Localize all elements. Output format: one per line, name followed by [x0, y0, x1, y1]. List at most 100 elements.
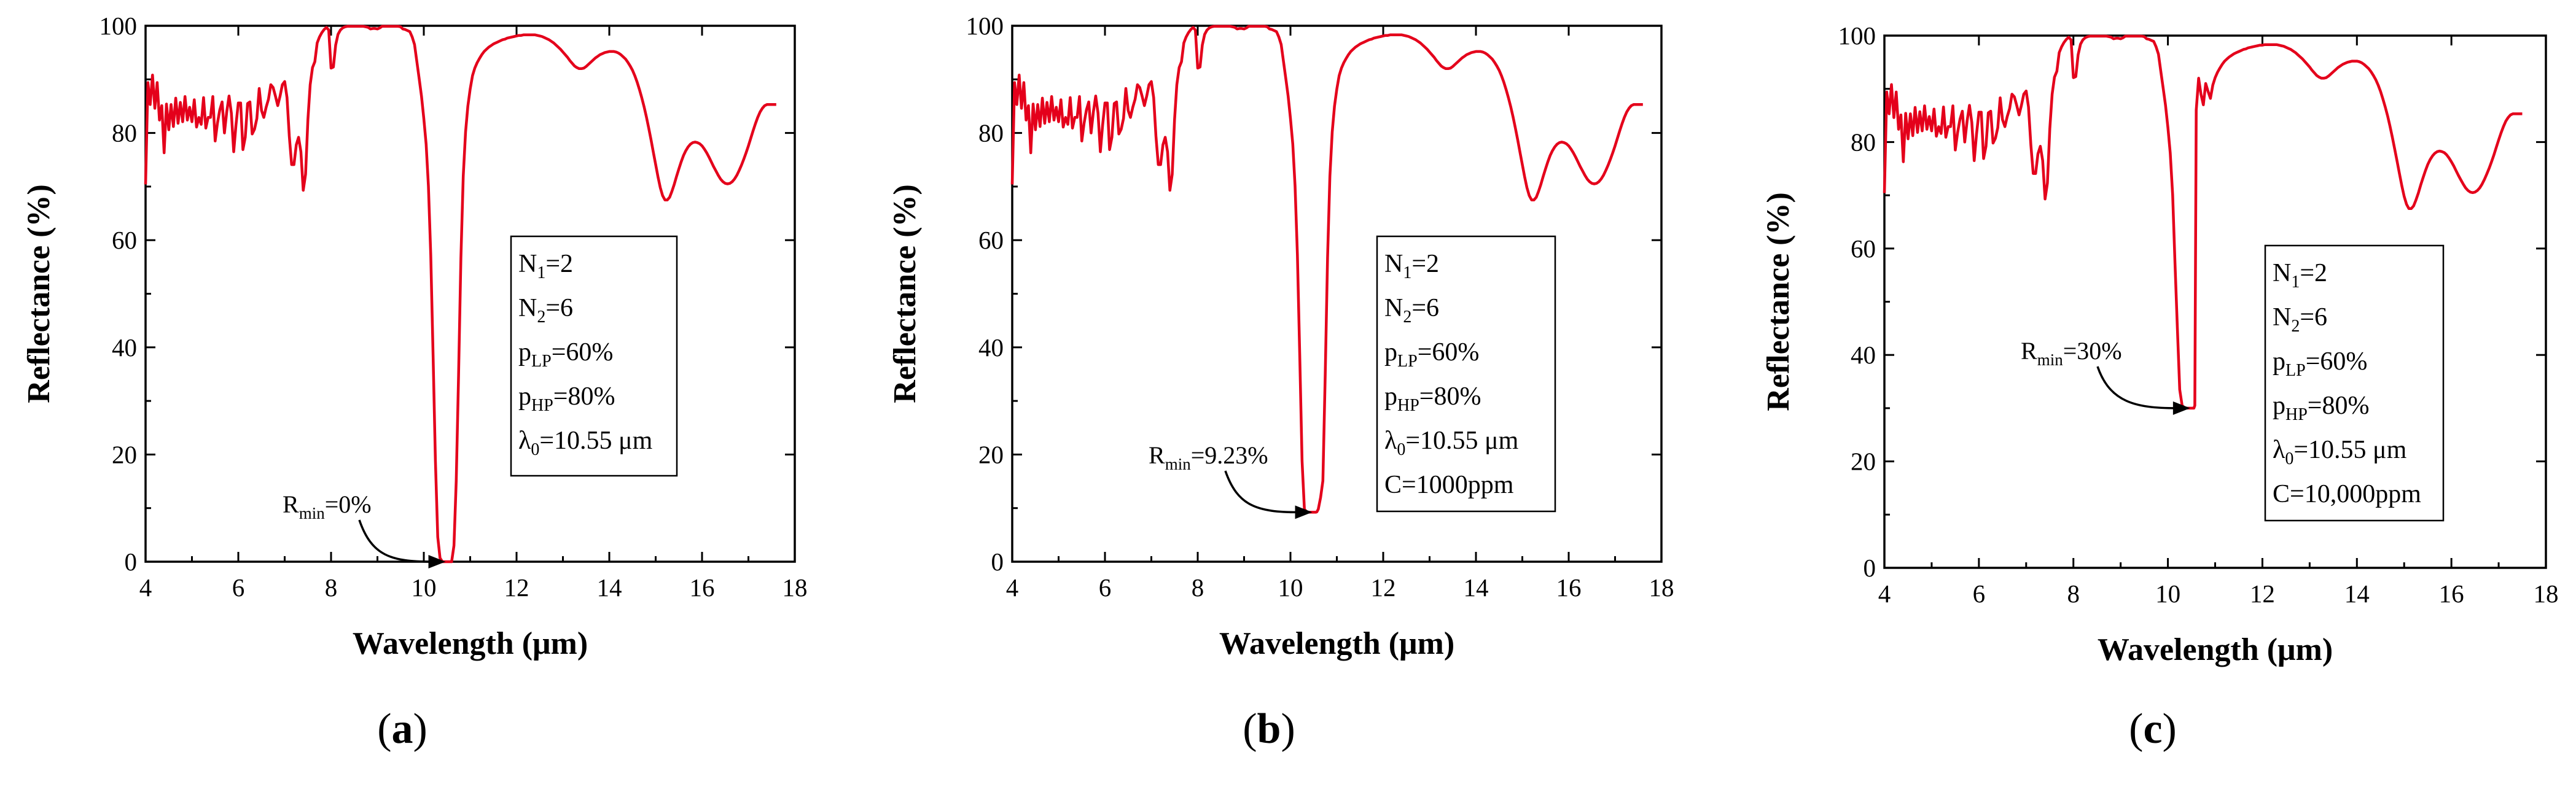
legend-entry-subscript: LP: [2285, 361, 2306, 380]
y-tick-label: 100: [100, 12, 138, 40]
legend-entry-symbol: p: [2273, 347, 2285, 376]
plot-area-frame: [144, 25, 796, 563]
x-tick-label: 4: [139, 573, 152, 602]
rmin-arrow-head: [2172, 401, 2190, 415]
legend-entry-subscript: 0: [531, 440, 539, 459]
legend-entry-value: =6: [1411, 294, 1439, 322]
x-tick-label: 18: [1649, 573, 1674, 602]
legend-entry-symbol: p: [518, 338, 531, 366]
legend-entry-subscript: 1: [537, 263, 545, 282]
y-tick-label: 40: [978, 333, 1004, 362]
legend-entry: λ0=10.55 μm: [1384, 427, 1519, 459]
parameter-legend-box: [2264, 244, 2445, 522]
legend-entry: pLP=60%: [2273, 347, 2367, 380]
legend-entry-value: =60%: [552, 338, 614, 366]
legend-entry: λ0=10.55 μm: [518, 427, 653, 459]
y-tick-label: 60: [1851, 235, 1876, 263]
x-axis-label: Wavelength (μm): [2098, 632, 2333, 667]
rmin-arrow-head: [428, 555, 446, 568]
x-tick-label: 10: [412, 573, 437, 602]
x-tick-label: 8: [325, 573, 338, 602]
legend-entry-symbol: N: [2273, 303, 2291, 331]
legend-entry-subscript: LP: [1397, 352, 1418, 371]
x-axis-label: Wavelength (μm): [1219, 626, 1454, 661]
legend-entry-subscript: 2: [1403, 308, 1411, 327]
legend-entry-symbol: λ: [2273, 436, 2285, 464]
legend-entry-subscript: HP: [531, 396, 553, 415]
legend-entry: C=1000ppm: [1384, 471, 1514, 499]
legend-entry-subscript: 0: [2285, 449, 2293, 468]
legend-entry: λ0=10.55 μm: [2273, 436, 2407, 468]
panel-label-open-paren: (: [1243, 705, 1257, 753]
y-tick-label: 80: [978, 119, 1004, 147]
legend-entry-symbol: N: [518, 294, 537, 322]
plot-area-frame: [1883, 34, 2547, 569]
rmin-subscript: min: [299, 504, 326, 522]
y-tick-label: 20: [1851, 448, 1876, 476]
legend-entry: N2=6: [2273, 303, 2327, 336]
y-tick-label: 100: [1838, 21, 1876, 50]
legend-entry-symbol: λ: [1384, 427, 1397, 455]
y-axis-label: Reflectance (%): [1761, 192, 1796, 411]
rmin-annotation-label: Rmin=0%: [283, 490, 372, 522]
x-tick-label: 14: [1464, 573, 1489, 602]
x-tick-label: 6: [232, 573, 245, 602]
x-tick-label: 14: [2344, 580, 2370, 608]
y-tick-label: 0: [991, 548, 1004, 576]
rmin-symbol: R: [1149, 441, 1165, 469]
legend-entry-symbol: C=10,000ppm: [2273, 480, 2421, 508]
legend-entry-subscript: LP: [531, 352, 552, 371]
panel-label-open-paren: (: [377, 705, 391, 753]
parameter-legend-box: [1376, 235, 1556, 513]
legend-entry-symbol: N: [1384, 294, 1403, 322]
legend-entry-subscript: 0: [1397, 440, 1405, 459]
x-tick-label: 12: [2250, 580, 2275, 608]
legend-entry-subscript: HP: [1397, 396, 1419, 415]
y-tick-label: 0: [125, 548, 138, 576]
rmin-value: =0%: [325, 490, 372, 518]
rmin-annotation-label: Rmin=9.23%: [1149, 441, 1268, 473]
legend-entry-value: =2: [545, 250, 573, 278]
x-tick-label: 8: [2067, 580, 2080, 608]
x-tick-label: 4: [1006, 573, 1019, 602]
legend-entry-value: =10.55 μm: [2293, 436, 2406, 464]
legend-entry-value: =2: [2300, 259, 2327, 287]
rmin-subscript: min: [2037, 351, 2064, 369]
legend-entry: N1=2: [518, 250, 573, 282]
legend-entry-value: =10.55 μm: [539, 427, 652, 455]
x-axis-label: Wavelength (μm): [353, 626, 588, 661]
legend-entry-symbol: p: [1384, 382, 1397, 411]
y-tick-label: 40: [112, 333, 137, 362]
y-tick-label: 20: [978, 440, 1004, 468]
legend-entry-symbol: p: [2273, 392, 2285, 420]
x-tick-label: 10: [1278, 573, 1303, 602]
panel-label-open-paren: (: [2129, 705, 2143, 753]
x-tick-label: 6: [1973, 580, 1986, 608]
x-tick-label: 12: [1371, 573, 1396, 602]
legend-entry-subscript: 1: [2291, 273, 2300, 292]
legend-entry-symbol: C=1000ppm: [1384, 471, 1514, 499]
x-tick-label: 18: [2534, 580, 2559, 608]
legend-entry: C=10,000ppm: [2273, 480, 2421, 508]
legend-entry-value: =6: [545, 294, 573, 322]
legend-entry: pLP=60%: [1384, 338, 1479, 371]
y-tick-label: 100: [966, 12, 1004, 40]
legend-entry-symbol: λ: [518, 427, 531, 455]
legend-entry-value: =80%: [2308, 392, 2370, 420]
legend-entry-value: =80%: [553, 382, 615, 411]
rmin-arrow-head: [1295, 505, 1313, 519]
rmin-annotation-label: Rmin=30%: [2021, 337, 2122, 369]
legend-entry-value: =60%: [2306, 347, 2368, 376]
legend-entry-symbol: p: [1384, 338, 1397, 366]
legend-entry: pHP=80%: [1384, 382, 1481, 415]
legend-entry-subscript: HP: [2285, 405, 2308, 424]
rmin-symbol: R: [2021, 337, 2037, 365]
panel-label-close-paren: ): [1281, 705, 1295, 753]
y-tick-label: 0: [1864, 554, 1876, 582]
chart-panel-c: 4 6 8 10 12 14 16 18 0 20 40 60 80 100 Wavelength (μm)…: [1732, 0, 2576, 787]
x-tick-label: 16: [2439, 580, 2464, 608]
parameter-legend-box: [510, 235, 678, 477]
legend-entry-value: =60%: [1418, 338, 1480, 366]
